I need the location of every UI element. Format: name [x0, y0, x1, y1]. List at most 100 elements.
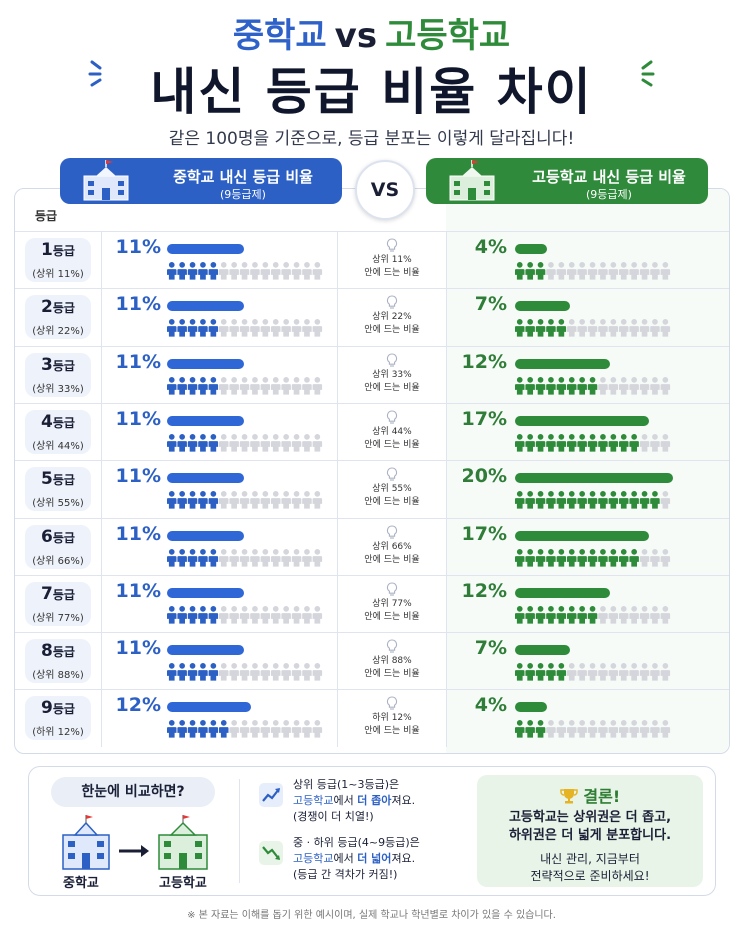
high-school-percent: 17% — [461, 522, 507, 545]
person-icon — [587, 548, 598, 567]
grade-range: (상위 88%) — [32, 670, 84, 682]
upper-line-2-end: 져요. — [391, 794, 416, 807]
person-icon — [567, 433, 577, 452]
person-icon — [177, 433, 187, 452]
person-icon — [239, 720, 250, 738]
person-icon — [567, 548, 577, 567]
grade-range: (상위 66%) — [32, 555, 84, 567]
grade-number: 5 — [41, 469, 53, 490]
grade-row: 7등급 (상위 77%) 11% 상위 77% 안에 드는 비율 12% — [15, 574, 729, 633]
compare-right-label: 고등학교 — [159, 876, 207, 891]
grade-row: 3등급 (상위 33%) 11% 상위 33% 안에 드는 비율 12% — [15, 345, 729, 404]
person-icon — [556, 605, 567, 624]
person-icon — [250, 262, 260, 280]
lower-line-2-end: 져요. — [391, 852, 416, 865]
rank-note-line-2: 안에 드는 비율 — [364, 554, 420, 565]
high-school-people-icons — [515, 433, 671, 453]
person-icon — [281, 720, 291, 738]
sparkle-right-icon — [641, 60, 655, 87]
person-icon — [546, 262, 556, 280]
person-icon — [291, 433, 302, 452]
high-school-small-icon — [158, 815, 208, 870]
person-icon — [629, 663, 639, 681]
person-icon — [608, 491, 619, 509]
lower-line-1: 중 · 하위 등급(4~9등급)은 — [293, 836, 420, 849]
person-icon — [271, 376, 281, 395]
summary-panel: 한눈에 비교하면? 중학교 고등학교 — [28, 766, 716, 896]
person-icon — [312, 605, 323, 624]
person-icon — [250, 663, 260, 681]
high-school-people-icons — [515, 605, 671, 625]
high-school-people-icons — [515, 662, 671, 682]
person-icon — [546, 319, 556, 337]
person-icon — [660, 663, 671, 681]
person-icon — [312, 720, 323, 738]
person-icon — [619, 262, 629, 280]
person-icon — [577, 262, 587, 280]
person-icon — [598, 376, 608, 395]
person-icon — [598, 491, 608, 509]
sparkle-left-icon — [88, 60, 102, 87]
high-school-bar — [515, 301, 570, 312]
middle-school-bar — [167, 645, 244, 656]
person-icon — [567, 663, 577, 681]
vs-badge: VS — [355, 160, 415, 220]
lightbulb-icon — [386, 582, 398, 596]
grade-number: 6 — [41, 526, 53, 547]
person-icon — [567, 720, 577, 738]
middle-school-percent: 11% — [115, 407, 161, 430]
person-icon — [639, 376, 650, 395]
person-icon — [260, 376, 271, 395]
grade-badge: 2등급 (상위 22%) — [25, 295, 91, 340]
person-icon — [525, 548, 535, 567]
person-icon — [577, 491, 587, 509]
person-icon — [208, 663, 219, 681]
person-icon — [281, 605, 291, 624]
title-vs: vs — [334, 16, 378, 56]
person-icon — [535, 319, 546, 337]
grade-number: 9 — [41, 698, 53, 719]
lightbulb-icon — [386, 238, 398, 252]
person-icon — [187, 376, 198, 395]
high-school-percent: 4% — [474, 236, 507, 258]
rank-note-line-2: 안에 드는 비율 — [364, 382, 420, 393]
conclusion-title-row: 결론! — [477, 783, 703, 807]
rank-note-line-1: 상위 44% — [372, 426, 412, 437]
person-icon — [198, 605, 208, 624]
person-icon — [639, 663, 650, 681]
person-icon — [556, 262, 567, 280]
person-icon — [250, 433, 260, 452]
grade-number: 4 — [41, 411, 53, 432]
lightbulb-icon — [386, 639, 398, 653]
person-icon — [177, 262, 187, 280]
person-icon — [229, 319, 239, 337]
person-icon — [515, 605, 525, 624]
person-icon — [629, 376, 639, 395]
person-icon — [567, 319, 577, 337]
upper-line-3: (경쟁이 더 치열!) — [293, 810, 374, 823]
conclusion-line-4: 전략적으로 준비하세요! — [530, 869, 650, 883]
grade-range: (상위 44%) — [32, 440, 84, 452]
middle-school-people-icons — [167, 261, 323, 281]
person-icon — [660, 262, 671, 280]
person-icon — [281, 663, 291, 681]
person-icon — [187, 663, 198, 681]
high-school-building-icon — [449, 160, 495, 201]
person-icon — [312, 319, 323, 337]
grade-row: 4등급 (상위 44%) 11% 상위 44% 안에 드는 비율 17% — [15, 402, 729, 461]
footer-note: ※ 본 자료는 이해를 돕기 위한 예시이며, 실제 학교나 학년별로 차이가 … — [187, 910, 556, 921]
person-icon — [608, 319, 619, 337]
person-icon — [167, 262, 177, 280]
person-icon — [239, 319, 250, 337]
person-icon — [312, 548, 323, 567]
person-icon — [291, 319, 302, 337]
person-icon — [167, 663, 177, 681]
person-icon — [271, 262, 281, 280]
compare-title: 한눈에 비교하면? — [51, 777, 215, 807]
conclusion-box: 결론! 고등학교는 상위권은 더 좁고, 하위권은 더 넓게 분포합니다. 내신… — [477, 775, 703, 887]
person-icon — [660, 376, 671, 395]
person-icon — [208, 605, 219, 624]
middle-school-bar — [167, 244, 244, 254]
person-icon — [187, 491, 198, 509]
person-icon — [525, 491, 535, 509]
